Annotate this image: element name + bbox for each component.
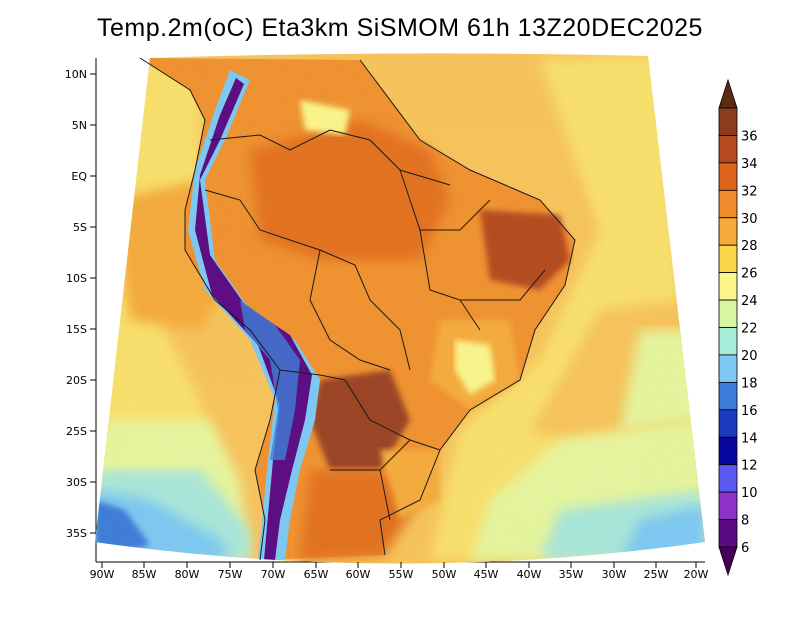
colorbar-label: 32 [741,184,758,199]
colorbar-max-arrow [718,78,738,109]
lat-tick-35s: 35S [66,527,96,540]
svg-text:10S: 10S [66,272,87,285]
svg-text:85W: 85W [132,568,157,581]
colorbar-swatch [718,381,738,411]
lat-tick-eq: EQ [71,170,96,183]
lon-tick-35w: 35W [559,562,584,581]
colorbar-label: 34 [741,157,758,172]
latitude-axis: 10N 5N EQ 5S 10S 15S 20S 25S 30S 35S [65,68,96,540]
svg-text:EQ: EQ [71,170,87,183]
svg-text:55W: 55W [389,568,414,581]
svg-text:30S: 30S [66,476,87,489]
colorbar-label: 8 [741,514,749,529]
colorbar-label: 18 [741,376,758,391]
lat-tick-15s: 15S [66,323,96,336]
svg-text:15S: 15S [66,323,87,336]
lon-tick-40w: 40W [517,562,542,581]
colorbar-label: 30 [741,212,758,227]
colorbar-swatch [718,135,738,164]
lat-tick-5n: 5N [72,119,96,132]
colorbar-swatch [718,519,738,548]
lat-tick-25s: 25S [66,425,96,438]
svg-text:70W: 70W [261,568,286,581]
svg-text:20W: 20W [684,568,709,581]
svg-text:5N: 5N [72,119,87,132]
svg-text:80W: 80W [175,568,200,581]
lon-tick-70w: 70W [261,562,286,581]
colorbar-swatch [718,162,738,191]
svg-text:90W: 90W [90,568,115,581]
svg-text:65W: 65W [304,568,329,581]
colorbar-swatch [718,217,738,246]
svg-text:50W: 50W [432,568,457,581]
svg-text:25W: 25W [644,568,669,581]
colorbar-label: 24 [741,294,758,309]
lon-tick-75w: 75W [218,562,243,581]
colorbar-swatch [718,327,738,356]
colorbar-swatch [718,189,738,219]
colorbar-swatch [718,107,738,136]
colorbar-swatch [718,491,738,520]
lon-tick-80w: 80W [175,562,200,581]
country-boundaries [139,57,576,561]
colorbar-swatch [718,299,738,328]
lon-tick-20w: 20W [684,562,709,581]
svg-text:40W: 40W [517,568,542,581]
colorbar: 36 34 32 30 28 26 24 22 20 18 16 14 12 10 8 6 [718,78,758,577]
colorbar-swatch [718,244,738,274]
colorbar-label: 16 [741,404,758,419]
colorbar-swatch [718,409,738,438]
colorbar-label: 14 [741,431,758,446]
lat-tick-5s: 5S [73,221,96,234]
colorbar-swatch [718,354,738,383]
svg-text:35W: 35W [559,568,584,581]
colorbar-label: 12 [741,459,758,474]
lon-tick-25w: 25W [644,562,669,581]
svg-text:20S: 20S [66,374,87,387]
lon-tick-90w: 90W [90,562,115,581]
colorbar-label: 20 [741,349,758,364]
lon-tick-85w: 85W [132,562,157,581]
colorbar-swatch [718,436,738,466]
svg-text:30W: 30W [602,568,627,581]
svg-text:35S: 35S [66,527,87,540]
longitude-axis: 90W 85W 80W 75W 70W 65W 60W 55W 50W 45W … [90,562,709,581]
lat-tick-10n: 10N [65,68,96,81]
lon-tick-55w: 55W [389,562,414,581]
colorbar-label: 26 [741,267,758,282]
lon-tick-30w: 30W [602,562,627,581]
map-title: Temp.2m(oC) Eta3km SiSMOM 61h 13Z20DEC20… [97,14,703,42]
svg-text:10N: 10N [65,68,87,81]
temperature-field [95,53,705,564]
lat-tick-30s: 30S [66,476,96,489]
colorbar-label: 6 [741,541,749,556]
colorbar-label: 22 [741,322,758,337]
lat-tick-10s: 10S [66,272,96,285]
lon-tick-50w: 50W [432,562,457,581]
colorbar-min-arrow [718,546,738,577]
svg-text:25S: 25S [66,425,87,438]
svg-text:75W: 75W [218,568,243,581]
colorbar-swatch [718,464,738,493]
colorbar-label: 10 [741,486,758,501]
lon-tick-65w: 65W [304,562,329,581]
svg-text:60W: 60W [346,568,371,581]
lon-tick-45w: 45W [474,562,499,581]
colorbar-swatch [718,272,738,301]
lat-tick-20s: 20S [66,374,96,387]
colorbar-label: 36 [741,129,758,144]
svg-text:45W: 45W [474,568,499,581]
colorbar-label: 28 [741,239,758,254]
lon-tick-60w: 60W [346,562,371,581]
svg-text:5S: 5S [73,221,87,234]
